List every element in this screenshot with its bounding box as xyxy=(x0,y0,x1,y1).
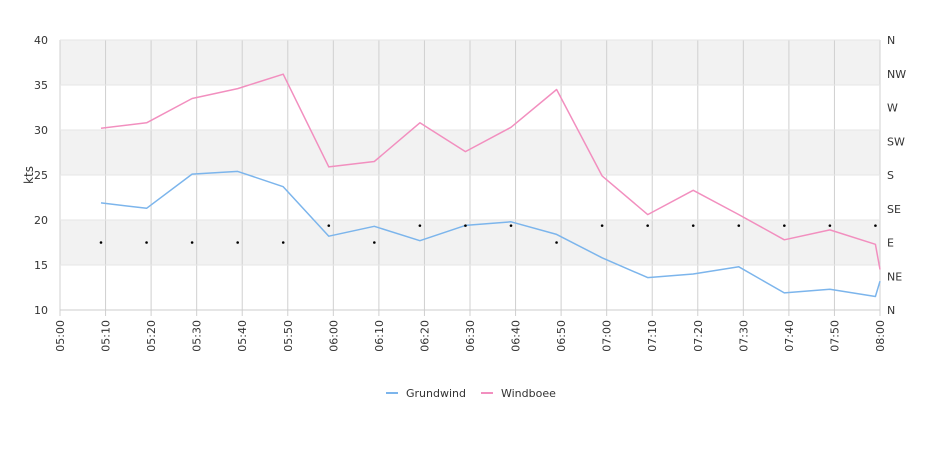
x-tick-label: 07:20 xyxy=(692,320,705,352)
x-tick-label: 05:30 xyxy=(191,320,204,352)
x-tick-label: 06:50 xyxy=(555,320,568,352)
right-tick-label: SW xyxy=(887,135,905,148)
x-tick-label: 07:00 xyxy=(601,320,614,352)
right-tick-label: N xyxy=(887,304,895,317)
right-axis-ticks: N NE E SE S SW W NW N xyxy=(887,34,906,317)
vertical-gridlines xyxy=(59,40,881,316)
x-tick-label: 06:00 xyxy=(327,320,340,352)
x-tick-label: 06:40 xyxy=(510,320,523,352)
x-tick-label: 05:10 xyxy=(100,320,113,352)
x-tick-label: 07:50 xyxy=(828,320,841,352)
x-tick-label: 07:30 xyxy=(737,320,750,352)
direction-point xyxy=(874,224,877,227)
right-tick-label: W xyxy=(887,102,898,115)
direction-point xyxy=(99,241,103,244)
direction-point xyxy=(646,224,649,227)
x-tick-label: 06:10 xyxy=(373,320,386,352)
horizontal-gridlines xyxy=(60,39,880,311)
direction-point xyxy=(783,224,786,227)
direction-point xyxy=(509,224,513,227)
series-line-windboee xyxy=(100,73,881,270)
direction-point xyxy=(281,241,285,244)
y-tick-label: 35 xyxy=(34,79,48,92)
direction-point xyxy=(236,241,239,244)
direction-point xyxy=(418,224,422,227)
right-tick-label: NE xyxy=(887,270,902,283)
x-tick-label: 08:00 xyxy=(874,320,887,352)
x-tick-label: 07:40 xyxy=(783,320,796,352)
direction-point xyxy=(691,224,695,227)
x-tick-label: 07:10 xyxy=(646,320,659,352)
y-axis-title: kts xyxy=(22,166,36,184)
direction-point xyxy=(190,241,194,244)
y-tick-label: 10 xyxy=(34,304,48,317)
y-tick-label: 30 xyxy=(34,124,48,137)
y-tick-label: 20 xyxy=(34,214,48,227)
x-tick-label: 05:40 xyxy=(236,320,249,352)
x-tick-label: 05:50 xyxy=(282,320,295,352)
direction-point xyxy=(828,224,832,227)
legend-label: Grundwind xyxy=(406,387,466,400)
x-tick-label: 06:20 xyxy=(418,320,431,352)
direction-points xyxy=(99,224,877,244)
direction-point xyxy=(373,241,376,244)
direction-point xyxy=(737,224,741,227)
right-tick-label: N xyxy=(887,34,895,47)
y-axis-ticks: 10 15 20 25 30 35 40 xyxy=(34,34,48,317)
legend-label: Windboee xyxy=(501,387,556,400)
x-tick-label: 05:00 xyxy=(54,320,67,352)
y-tick-label: 25 xyxy=(34,169,48,182)
series-line-grundwind xyxy=(100,170,881,298)
right-tick-label: NW xyxy=(887,68,906,81)
direction-point xyxy=(327,224,331,227)
right-tick-label: S xyxy=(887,169,894,182)
direction-point xyxy=(464,224,467,227)
x-tick-label: 06:30 xyxy=(464,320,477,352)
series-lines xyxy=(100,73,881,298)
right-tick-label: E xyxy=(887,237,894,250)
x-axis-ticks: 05:00 05:10 05:20 05:30 05:40 05:50 06:00 06:10… xyxy=(54,320,887,352)
x-tick-label: 05:20 xyxy=(145,320,158,352)
direction-point xyxy=(555,241,558,244)
direction-point xyxy=(600,224,604,227)
right-tick-label: SE xyxy=(887,203,901,216)
direction-point xyxy=(145,241,148,244)
legend: Grundwind Windboee xyxy=(386,387,556,400)
y-tick-label: 40 xyxy=(34,34,48,47)
y-tick-label: 15 xyxy=(34,259,48,272)
